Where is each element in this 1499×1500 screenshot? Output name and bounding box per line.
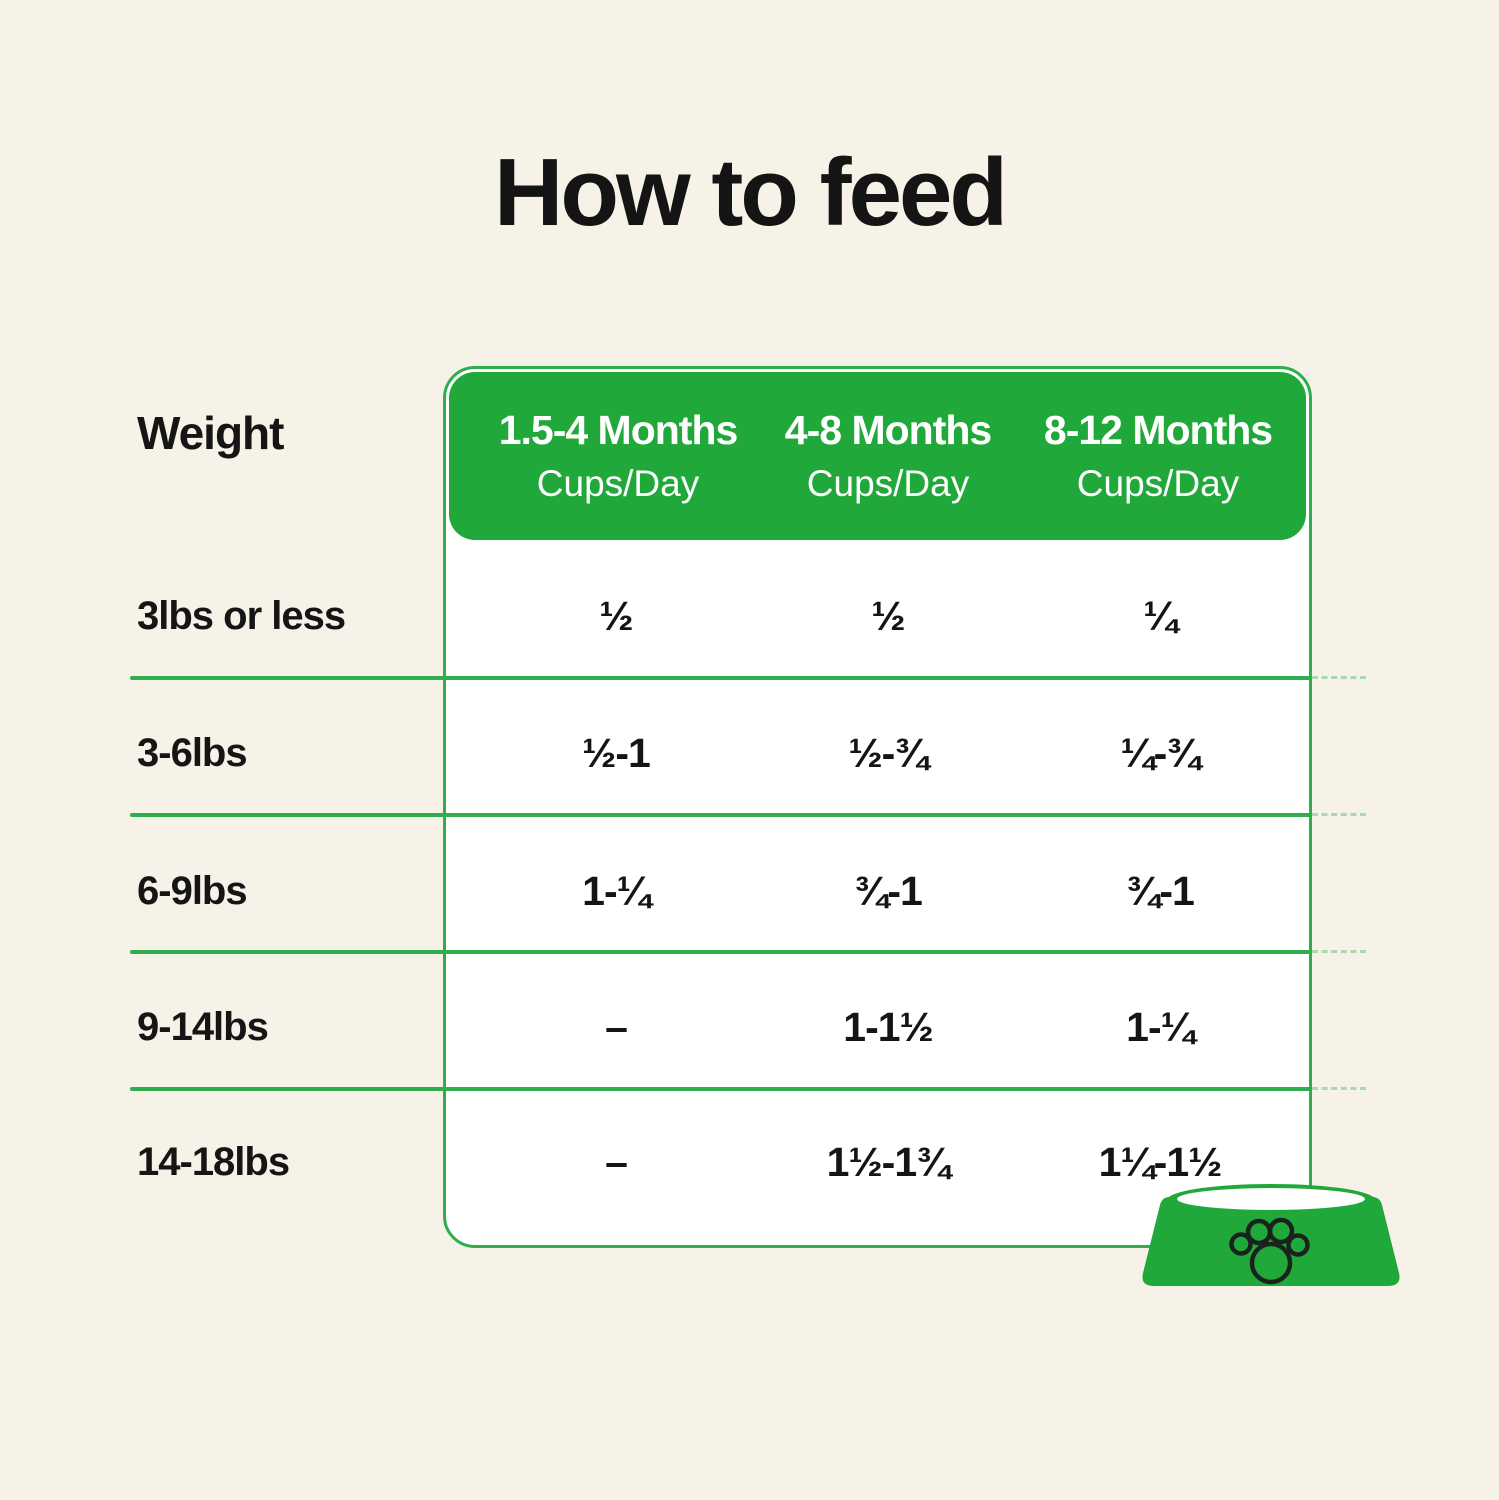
value-cell: 1-1½ (843, 1004, 933, 1050)
row-separator (130, 950, 1366, 954)
column-header-1-5-4-months: 1.5-4 Months Cups/Day (483, 407, 753, 505)
value-cell: ¼-¾ (1120, 730, 1200, 776)
column-label: 1.5-4 Months (498, 407, 739, 453)
row-label-weight: 9-14lbs (137, 1005, 269, 1049)
row-separator (130, 813, 1366, 817)
row-separator (130, 676, 1366, 680)
value-cell: – (605, 1139, 628, 1185)
value-cell: ½-1 (582, 730, 651, 776)
value-cell: ¾-1 (854, 868, 923, 914)
value-cell: ½ (871, 593, 905, 639)
table-header: 1.5-4 Months Cups/Day 4-8 Months Cups/Da… (449, 372, 1306, 540)
column-sublabel: Cups/Day (1076, 463, 1240, 504)
paw-print-icon (1229, 1217, 1310, 1285)
value-cell: 1-¼ (1126, 1004, 1195, 1050)
column-header-8-12-months: 8-12 Months Cups/Day (1023, 407, 1293, 505)
table-row: – 1-1½ 1-¼ (446, 993, 1309, 1061)
weight-column-header: Weight (137, 407, 284, 459)
value-cell: ½-¾ (848, 730, 928, 776)
column-sublabel: Cups/Day (806, 463, 970, 504)
row-label-weight: 3lbs or less (137, 594, 346, 638)
table-row: – 1½-1¾ 1¼-1½ (446, 1128, 1309, 1196)
column-label: 4-8 Months (784, 407, 992, 453)
row-label-weight: 14-18lbs (137, 1140, 290, 1184)
table-row: ½ ½ ¼ (446, 582, 1309, 650)
row-label-weight: 6-9lbs (137, 869, 248, 913)
value-cell: 1-¼ (582, 868, 651, 914)
value-cell: 1¼-1½ (1098, 1139, 1223, 1185)
value-cell: ¼ (1143, 593, 1177, 639)
page-title: How to feed (494, 139, 1008, 246)
value-cell: ½ (599, 593, 633, 639)
value-cell: 1½-1¾ (826, 1139, 951, 1185)
column-header-4-8-months: 4-8 Months Cups/Day (753, 407, 1023, 505)
feeding-table: 1.5-4 Months Cups/Day 4-8 Months Cups/Da… (443, 366, 1312, 1248)
column-sublabel: Cups/Day (536, 463, 700, 504)
table-row: 1-¼ ¾-1 ¾-1 (446, 857, 1309, 925)
value-cell: ¾-1 (1126, 868, 1195, 914)
table-row: ½-1 ½-¾ ¼-¾ (446, 719, 1309, 787)
dog-bowl-icon (1142, 1184, 1400, 1286)
value-cell: – (605, 1004, 628, 1050)
row-label-weight: 3-6lbs (137, 731, 248, 775)
column-label: 8-12 Months (1043, 407, 1273, 453)
row-separator (130, 1087, 1366, 1091)
